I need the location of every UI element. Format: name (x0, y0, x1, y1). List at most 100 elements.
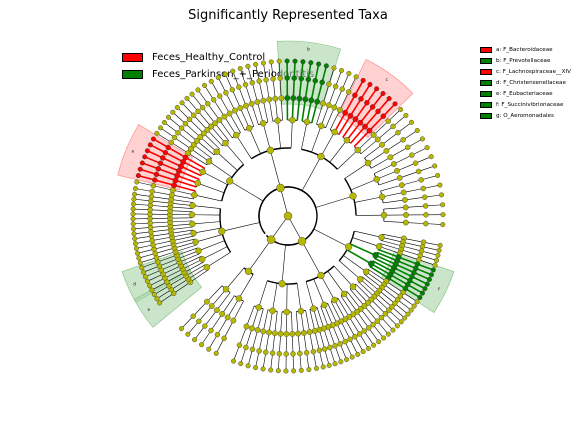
branch-l5 (386, 281, 404, 293)
branch-l4 (175, 244, 197, 252)
branch-l4 (360, 278, 378, 294)
taxon-node-l4 (194, 137, 200, 144)
branch-l6 (181, 316, 194, 329)
branch-l5 (336, 323, 346, 342)
taxon-node-l4 (387, 154, 394, 161)
branch-l5 (340, 321, 351, 340)
clade-swatch-c (480, 68, 492, 75)
taxon-node-l5 (168, 139, 174, 146)
taxon-node-l4 (260, 328, 267, 335)
class-node (349, 192, 357, 200)
taxon-node-l6 (130, 206, 136, 212)
branch-l6 (140, 257, 157, 264)
taxon-node-l5 (419, 243, 426, 250)
branch-l6 (377, 98, 390, 112)
branch-l3 (225, 142, 244, 165)
branch-l6 (299, 353, 302, 371)
taxon-node-l4 (320, 100, 326, 107)
taxon-node-l6 (414, 299, 420, 305)
branch-l6 (144, 156, 161, 165)
branch-l5 (197, 111, 212, 127)
branch-l4 (173, 184, 196, 192)
branch-l6 (136, 244, 154, 249)
branch-l4 (338, 115, 352, 135)
taxon-node-l6 (268, 59, 274, 65)
branch-l4 (337, 297, 350, 318)
clade-shade-label-f: f (438, 287, 440, 292)
branch-l4 (203, 133, 220, 149)
taxon-node-l3 (191, 191, 198, 199)
branch-l5 (405, 222, 426, 224)
taxon-node-l6 (139, 160, 145, 166)
taxon-node-l6 (139, 265, 145, 271)
taxon-node-l4 (266, 329, 272, 336)
taxon-node-l4 (295, 330, 302, 337)
taxon-node-l6 (144, 278, 150, 284)
taxon-node-l3 (289, 116, 296, 124)
taxon-node-l6 (184, 95, 190, 101)
taxon-node-l6 (402, 315, 408, 321)
branch-l5 (328, 86, 336, 106)
taxon-node-l3 (259, 120, 267, 127)
branch-l3 (337, 149, 358, 170)
taxon-node-l5 (182, 120, 189, 127)
clade-label-a: a: F_Bacteroidaceae (496, 46, 553, 53)
branch-l6 (181, 102, 194, 116)
branch-l6 (159, 293, 174, 304)
branch-l6 (397, 299, 412, 311)
branch-l1 (280, 187, 289, 217)
taxon-node-l5 (405, 281, 411, 288)
branch-l1 (270, 215, 289, 240)
branch-l6 (138, 174, 155, 181)
taxon-node-l3 (188, 211, 196, 218)
taxon-node-l6 (313, 365, 319, 371)
branch-l6 (334, 345, 342, 362)
branch-l4 (274, 311, 278, 334)
branch-l5 (379, 290, 396, 304)
taxon-node-l6 (238, 361, 244, 367)
chart-title: Significantly Represented Taxa (188, 8, 388, 23)
legend-item-healthy: Feces_Healthy_Control (122, 49, 314, 65)
branch-l3 (277, 120, 281, 149)
taxon-node-l5 (223, 90, 229, 96)
branch-l5 (298, 78, 303, 99)
clade-label-b: b: F_Prevotellaceae (496, 57, 551, 64)
cladogram-edges (133, 60, 443, 371)
taxon-node-l3 (222, 286, 230, 293)
taxon-node-l6 (130, 201, 136, 207)
taxon-node-l6 (135, 250, 141, 256)
branch-l5 (245, 84, 252, 104)
taxon-node-l6 (426, 276, 432, 282)
branch-l3 (327, 270, 345, 295)
branch-l4 (180, 256, 202, 266)
taxon-node-l3 (255, 304, 262, 311)
taxon-node-l4 (260, 97, 267, 104)
taxon-node-l5 (284, 75, 290, 81)
taxon-node-l5 (380, 113, 386, 119)
branch-l6 (133, 198, 151, 202)
taxon-node-l6 (430, 267, 436, 273)
taxon-node-l6 (291, 368, 297, 374)
taxon-node-l6 (130, 216, 136, 222)
taxon-node-l5 (291, 75, 297, 81)
taxon-node-l5 (366, 325, 372, 331)
taxon-node-l5 (269, 350, 276, 356)
branch-l5 (381, 132, 399, 145)
branch-l6 (418, 259, 436, 266)
branch-l4 (333, 112, 346, 133)
branch-l5 (189, 119, 204, 134)
clade-shade-e (133, 269, 203, 328)
branch-l4 (367, 150, 387, 164)
branch-l6 (388, 109, 401, 122)
branch-l5 (323, 328, 331, 348)
branch-l3 (349, 243, 376, 257)
taxon-node-l5 (345, 89, 352, 95)
clade-swatch-f (480, 101, 492, 108)
taxon-node-l5 (190, 313, 196, 319)
branch-l5 (292, 78, 296, 99)
branch-l4 (200, 136, 217, 152)
taxon-node-l6 (440, 202, 446, 208)
branch-l4 (383, 199, 405, 204)
taxon-node-l5 (361, 328, 367, 334)
branch-l4 (295, 311, 299, 334)
